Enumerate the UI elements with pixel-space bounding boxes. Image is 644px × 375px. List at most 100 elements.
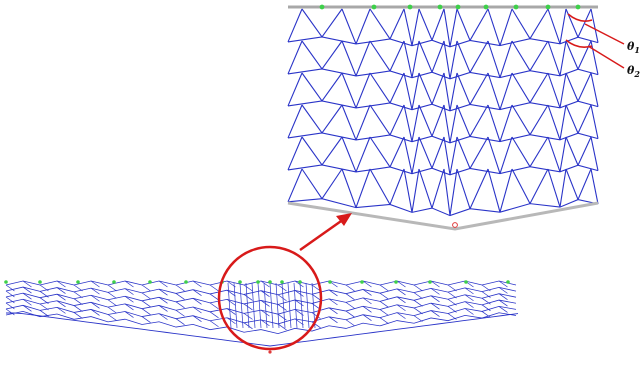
truss-strut xyxy=(529,72,549,103)
overview-strut xyxy=(260,319,270,327)
overview-support-node xyxy=(506,280,510,284)
truss-strut xyxy=(411,104,420,142)
truss-strut xyxy=(590,8,599,43)
overview-strut xyxy=(345,310,355,318)
zoom-arrow-shaft xyxy=(299,217,345,252)
overview-dense-strut xyxy=(275,282,280,329)
truss-strut xyxy=(456,8,471,41)
truss-strut xyxy=(287,72,303,107)
truss-strut xyxy=(449,72,458,111)
truss-strut xyxy=(487,104,501,142)
truss-strut xyxy=(559,168,567,208)
overview-strut xyxy=(345,284,355,292)
truss-strut xyxy=(529,104,549,135)
truss-strut xyxy=(301,168,323,200)
truss-strut xyxy=(590,136,599,171)
overview-strut xyxy=(379,309,389,316)
overview-support-node xyxy=(184,280,188,284)
overview-strut xyxy=(209,311,219,319)
overview-support-node xyxy=(112,280,116,284)
overview-strut xyxy=(22,305,32,312)
overview-strut xyxy=(73,298,83,305)
overview-strut xyxy=(464,301,474,308)
overview-load-node xyxy=(268,350,272,354)
overview-strut xyxy=(226,299,236,306)
truss-strut xyxy=(577,8,592,38)
truss-strut xyxy=(287,8,303,43)
overview-strut xyxy=(73,305,83,312)
truss-strut xyxy=(499,40,513,78)
overview-strut xyxy=(56,287,66,294)
overview-strut xyxy=(430,288,440,295)
overview-strut xyxy=(192,280,202,288)
truss-strut xyxy=(355,104,371,141)
overview-strut xyxy=(90,302,100,309)
highlight-circle xyxy=(217,245,323,351)
truss-strut xyxy=(411,72,420,110)
overview-strut xyxy=(396,288,406,296)
overview-strut xyxy=(243,284,253,292)
truss-strut xyxy=(431,8,445,41)
zoom-arrow-head xyxy=(336,213,352,226)
overview-strut xyxy=(209,284,219,292)
truss-strut xyxy=(403,8,413,46)
truss-strut xyxy=(341,8,357,45)
truss-strut xyxy=(547,8,561,44)
overview-dense-strut xyxy=(287,282,292,329)
truss-strut xyxy=(431,104,445,137)
overview-strut xyxy=(175,301,185,309)
overview-strut xyxy=(175,318,185,325)
truss-strut xyxy=(487,8,501,46)
overview-chord xyxy=(5,280,517,286)
truss-strut xyxy=(321,136,343,166)
overview-dense-strut xyxy=(281,282,286,329)
overview-strut xyxy=(175,293,185,300)
overview-strut xyxy=(413,307,423,315)
truss-strut xyxy=(369,40,391,72)
truss-strut xyxy=(355,168,371,208)
truss-strut xyxy=(431,168,445,209)
truss-strut xyxy=(341,72,357,109)
truss-strut xyxy=(287,104,303,139)
truss-strut xyxy=(499,72,513,110)
truss-strut xyxy=(565,40,579,70)
theta2-leader xyxy=(587,45,625,69)
zoomed-detail-view xyxy=(287,4,599,231)
overview-strut xyxy=(90,287,100,295)
truss-strut xyxy=(418,136,433,169)
truss-strut xyxy=(418,8,433,41)
overview-strut xyxy=(328,316,338,324)
truss-strut xyxy=(456,168,471,209)
overview-strut xyxy=(498,293,508,300)
overview-strut xyxy=(430,310,440,317)
theta1-arc xyxy=(567,13,593,22)
overview-dense-strut xyxy=(293,282,298,329)
overview-strut xyxy=(413,284,423,292)
overview-strut xyxy=(396,296,406,304)
truss-strut xyxy=(511,8,531,39)
overview-strut xyxy=(107,306,117,314)
truss-strut xyxy=(287,168,303,203)
overview-dense-strut xyxy=(251,282,256,329)
truss-strut xyxy=(565,72,579,102)
overview-strut xyxy=(158,297,168,304)
truss-strut xyxy=(529,8,549,39)
overview-strut xyxy=(243,294,253,301)
overview-strut xyxy=(396,312,406,319)
truss-strut xyxy=(301,104,323,134)
overview-strut xyxy=(498,306,508,313)
overview-strut xyxy=(141,308,151,315)
overview-strut xyxy=(413,292,423,299)
overview-support-node xyxy=(298,280,302,284)
overview-strut xyxy=(56,293,66,301)
overview-dense-strut xyxy=(239,282,244,329)
truss-strut xyxy=(559,136,567,172)
overview-strut xyxy=(345,293,355,300)
truss-strut xyxy=(301,40,323,70)
overview-strut xyxy=(362,289,372,296)
overview-strut xyxy=(22,292,32,300)
overview-strut xyxy=(22,286,32,294)
truss-strut xyxy=(418,168,433,209)
truss-strut xyxy=(389,168,405,205)
overview-strut xyxy=(464,294,474,302)
